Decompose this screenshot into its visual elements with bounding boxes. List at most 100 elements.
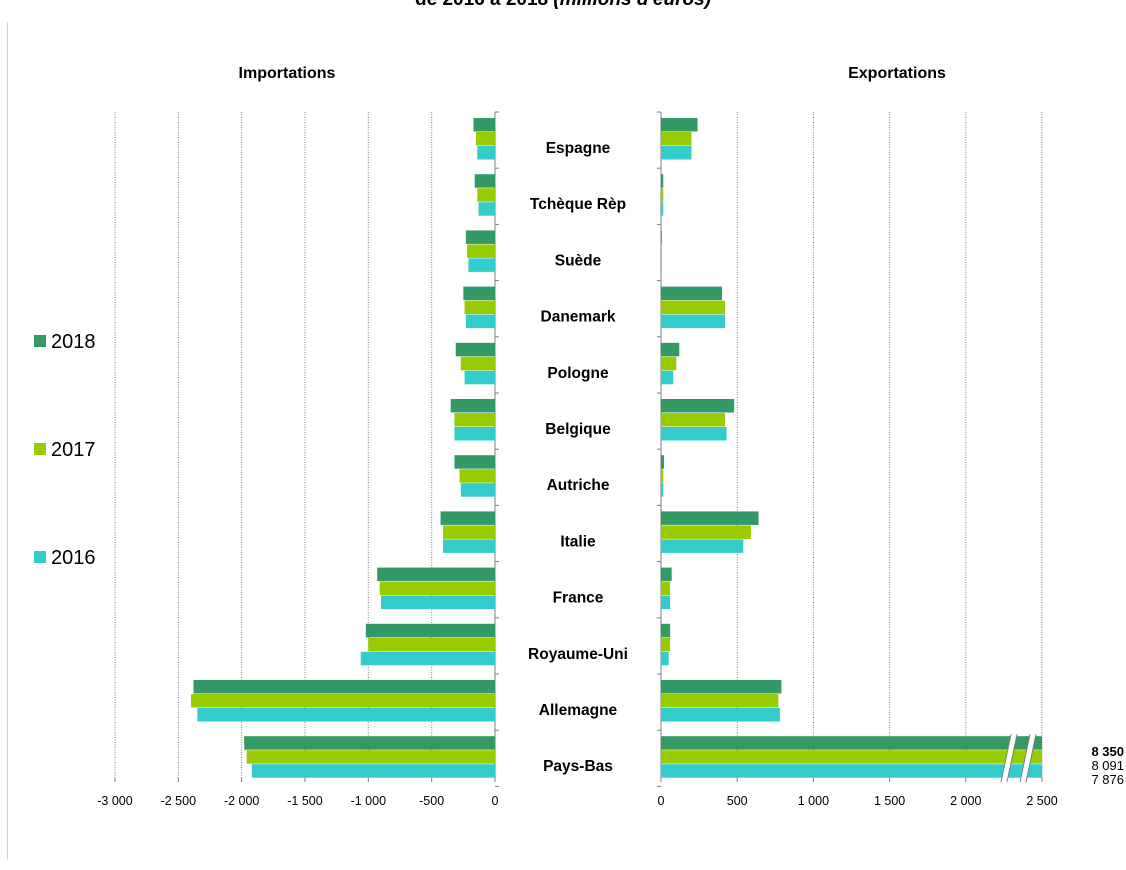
left-bar-2017-belgique [454, 413, 495, 427]
legend-swatch-2018 [34, 335, 46, 347]
right-bar-2017-autriche [661, 469, 664, 483]
left-bar-2018-suède [465, 230, 495, 244]
left-x-tick-label: -1 500 [287, 794, 322, 808]
right-bar-2016-allemagne [661, 708, 780, 722]
left-x-tick-label: -1 000 [351, 794, 386, 808]
right-bar-2016-royaume-uni [661, 651, 669, 666]
legend-swatch-2016 [34, 551, 46, 563]
right-bar-2016-tchèque-rèp [661, 202, 664, 216]
right-bar-2016-italie [661, 539, 744, 553]
left-bar-2016-danemark [465, 314, 495, 329]
left-bar-2018-espagne [473, 118, 495, 132]
category-label: Pologne [547, 365, 609, 382]
right-x-tick-label: 2 000 [950, 794, 981, 808]
right-bar-2016-autriche [661, 483, 664, 497]
right-bar-2016-danemark [661, 314, 726, 329]
left-bar-2016-royaume-uni [360, 651, 495, 666]
category-label: Suède [555, 252, 602, 269]
right-x-tick-label: 0 [658, 794, 665, 808]
left-bar-2017-autriche [459, 469, 495, 483]
right-bar-2016-suède [661, 258, 662, 272]
left-x-tick-label: -500 [419, 794, 444, 808]
axis-break-line [1019, 734, 1031, 783]
left-bar-2018-france [377, 567, 495, 582]
right-bar-2016-pologne [661, 370, 674, 385]
left-x-tick-label: -3 000 [97, 794, 132, 808]
value-annotation-2018: 8 350 [1091, 744, 1124, 759]
right-bar-2018-pays-bas [661, 736, 1042, 750]
value-annotation-2016: 7 876 [1091, 772, 1124, 787]
left-bar-2017-suède [467, 244, 495, 258]
right-bar-2018-pologne [661, 342, 680, 357]
left-bar-2018-autriche [454, 455, 495, 469]
left-bar-2018-pays-bas [244, 736, 495, 750]
left-panel-title: Importations [239, 65, 336, 82]
left-bar-2018-belgique [450, 399, 495, 413]
right-bar-2018-belgique [661, 399, 735, 413]
right-bar-2017-allemagne [661, 694, 779, 708]
right-x-tick-label: 1 500 [874, 794, 905, 808]
left-border-rule [7, 22, 8, 860]
right-bar-2016-france [661, 595, 671, 610]
left-bar-2016-tchèque-rèp [478, 202, 495, 216]
right-panel-title: Exportations [848, 65, 946, 82]
right-bar-2018-danemark [661, 286, 722, 301]
category-label: Tchèque Rèp [530, 196, 626, 213]
right-bar-2018-royaume-uni [661, 623, 671, 638]
left-bar-2016-pays-bas [251, 764, 495, 778]
right-bar-2017-pologne [661, 356, 677, 371]
category-label: Autriche [547, 477, 610, 494]
left-bar-2017-danemark [464, 300, 495, 315]
left-bar-2016-suède [468, 258, 495, 272]
chart-title-unit: (millions d'euros) [553, 0, 711, 10]
left-x-tick-label: -2 500 [161, 794, 196, 808]
left-bar-2017-espagne [476, 132, 495, 146]
left-bar-2016-france [381, 595, 495, 610]
right-bar-2017-italie [661, 525, 751, 539]
legend-label-2016: 2016 [51, 547, 96, 569]
chart-title: de 2016 à 2018 (millions d'euros) [0, 0, 1126, 11]
left-x-tick-label: 0 [492, 794, 499, 808]
left-bar-2017-pays-bas [246, 750, 495, 764]
right-bar-2016-pays-bas [661, 764, 1042, 778]
category-label: Espagne [546, 140, 611, 157]
right-bar-2017-suède [661, 244, 662, 258]
left-bar-2016-espagne [477, 146, 495, 160]
right-bar-2018-france [661, 567, 672, 582]
left-bar-2016-belgique [454, 427, 495, 441]
left-bar-2017-tchèque-rèp [477, 188, 495, 202]
left-bar-2016-pologne [464, 370, 495, 385]
legend-swatch-2017 [34, 443, 46, 455]
left-bar-2017-france [379, 581, 495, 596]
right-x-tick-label: 500 [727, 794, 748, 808]
axis-break-mark [1001, 734, 1017, 783]
legend-label-2018: 2018 [51, 331, 96, 353]
right-x-tick-label: 1 000 [798, 794, 829, 808]
right-bar-2018-autriche [661, 455, 665, 469]
left-bar-2017-allemagne [191, 694, 495, 708]
right-bar-2018-allemagne [661, 680, 782, 694]
axis-break-line [1025, 734, 1037, 783]
legend-label-2017: 2017 [51, 439, 96, 461]
left-bar-2018-tchèque-rèp [474, 174, 495, 188]
left-x-tick-label: -2 000 [224, 794, 259, 808]
right-bar-2017-belgique [661, 413, 726, 427]
axis-break-mark [1020, 734, 1036, 783]
category-label: Belgique [545, 421, 611, 438]
left-bar-2018-pologne [455, 342, 495, 357]
left-bar-2016-allemagne [197, 708, 496, 722]
right-bar-2018-suède [661, 230, 662, 244]
value-annotation-2017: 8 091 [1091, 758, 1124, 773]
category-label: Royaume-Uni [528, 646, 628, 663]
left-bar-2017-pologne [460, 356, 495, 371]
right-bar-2018-tchèque-rèp [661, 174, 664, 188]
right-bar-2016-espagne [661, 146, 692, 160]
right-x-tick-label: 2 500 [1026, 794, 1057, 808]
right-bar-2017-royaume-uni [661, 637, 671, 652]
category-label: Pays-Bas [543, 758, 613, 775]
left-bar-2018-royaume-uni [365, 623, 495, 638]
left-bar-2018-italie [440, 511, 495, 525]
right-bar-2016-belgique [661, 427, 727, 441]
category-label: France [553, 590, 604, 607]
